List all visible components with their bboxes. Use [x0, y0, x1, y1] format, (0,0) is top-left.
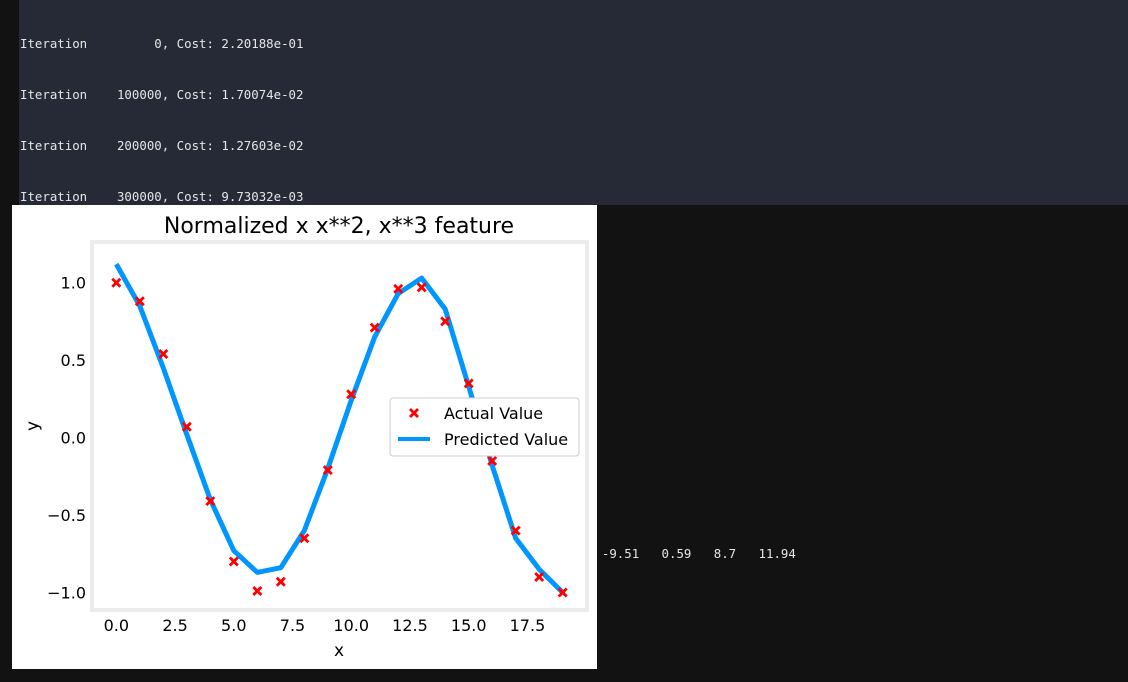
console-gutter — [0, 0, 19, 205]
plot-output: Normalized x x**2, x**3 feature x y 1.0 0… — [12, 205, 597, 669]
y-axis-label: y — [23, 421, 43, 431]
actual-value-point — [228, 556, 239, 567]
x-axis-ticks: 0.0 2.5 5.0 7.5 10.0 12.5 15.0 17.5 — [104, 616, 546, 635]
actual-value-point — [299, 533, 310, 544]
actual-value-point — [111, 277, 122, 288]
chart-title: Normalized x x**2, x**3 feature — [164, 214, 514, 239]
x-tick-label: 10.0 — [333, 616, 369, 635]
y-tick-label: −0.5 — [47, 506, 86, 525]
actual-value-point — [369, 322, 380, 333]
legend-actual-label: Actual Value — [444, 404, 543, 423]
x-tick-label: 15.0 — [451, 616, 487, 635]
x-tick-label: 2.5 — [162, 616, 187, 635]
actual-value-point — [557, 587, 568, 598]
actual-series — [111, 277, 568, 598]
actual-value-point — [205, 496, 216, 507]
console-line: Iteration 0, Cost: 2.20188e-01 — [20, 36, 304, 51]
actual-value-point — [440, 316, 451, 327]
actual-value-point — [487, 455, 498, 466]
legend-actual-marker — [409, 408, 419, 418]
x-tick-label: 0.0 — [104, 616, 129, 635]
x-tick-label: 17.5 — [510, 616, 546, 635]
actual-value-point — [275, 576, 286, 587]
x-axis-label: x — [334, 641, 344, 661]
actual-value-point — [416, 282, 427, 293]
y-tick-label: −1.0 — [47, 584, 86, 603]
chart-legend: Actual Value Predicted Value — [389, 397, 580, 457]
output-console: Iteration 0, Cost: 2.20188e-01 Iteration… — [0, 0, 1128, 612]
x-tick-label: 7.5 — [280, 616, 305, 635]
actual-value-point — [134, 296, 145, 307]
y-tick-label: 0.0 — [61, 429, 86, 448]
actual-value-point — [252, 586, 263, 596]
console-line: Iteration 200000, Cost: 1.27603e-02 — [20, 138, 304, 153]
y-axis-ticks: 1.0 0.5 0.0 −0.5 −1.0 — [47, 274, 86, 603]
chart-figure: Normalized x x**2, x**3 feature x y 1.0 0… — [23, 214, 589, 661]
x-tick-label: 12.5 — [392, 616, 428, 635]
actual-value-point — [510, 525, 521, 536]
legend-predicted-label: Predicted Value — [444, 430, 568, 449]
console-line: Iteration 100000, Cost: 1.70074e-02 — [20, 87, 304, 102]
legend-box — [389, 397, 580, 457]
actual-value-point — [346, 389, 357, 400]
actual-value-point — [393, 283, 404, 294]
actual-value-point — [322, 465, 333, 476]
x-tick-label: 5.0 — [221, 616, 246, 635]
y-tick-label: 0.5 — [61, 351, 86, 370]
console-line: Iteration 300000, Cost: 9.73032e-03 — [20, 189, 304, 204]
actual-value-point — [181, 421, 192, 432]
chart-axes-frame — [90, 240, 589, 612]
actual-value-point — [158, 349, 169, 359]
actual-value-point — [463, 378, 474, 389]
actual-value-point — [534, 572, 545, 582]
y-tick-label: 1.0 — [61, 274, 86, 293]
